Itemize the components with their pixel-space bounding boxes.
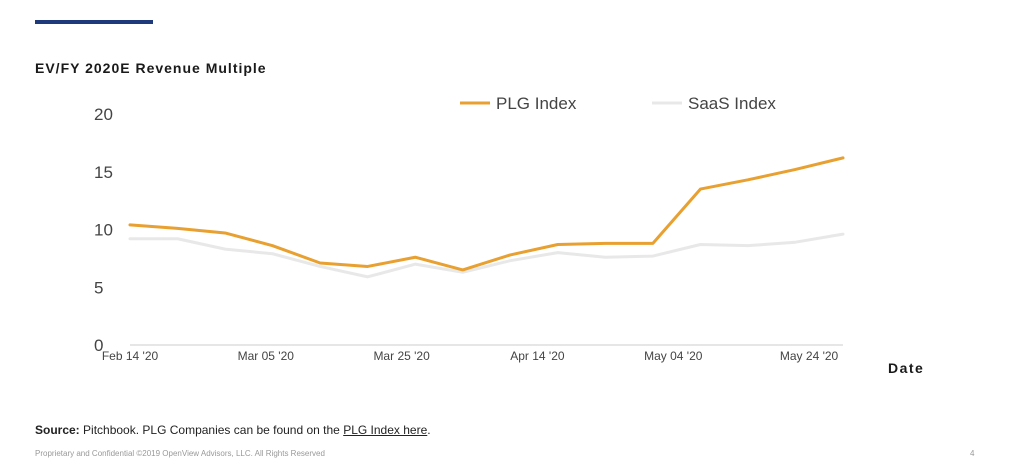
source-text: Pitchbook. PLG Companies can be found on… — [79, 423, 344, 437]
y-tick-label: 15 — [94, 163, 113, 182]
series-line-plg-index — [128, 156, 845, 272]
x-tick-label: May 04 '20 — [644, 349, 703, 363]
legend-label-saas-index: SaaS Index — [688, 94, 776, 113]
source-end: . — [427, 423, 431, 437]
y-axis-labels: 0 5 10 15 20 — [94, 105, 113, 355]
series-layer — [128, 156, 845, 279]
x-tick-label: Apr 14 '20 — [510, 349, 565, 363]
y-tick-label: 20 — [94, 105, 113, 124]
x-tick-label: Mar 05 '20 — [238, 349, 295, 363]
source-label: Source: — [35, 423, 80, 437]
x-tick-label: Feb 14 '20 — [102, 349, 159, 363]
title-accent-bar — [35, 20, 153, 24]
plg-index-link[interactable]: PLG Index here — [343, 423, 428, 437]
x-axis-labels: Feb 14 '20 Mar 05 '20 Mar 25 '20 Apr 14 '20… — [102, 349, 839, 363]
x-axis-title: Date — [888, 360, 925, 376]
source-note: Source: Pitchbook. PLG Companies can be … — [35, 423, 431, 437]
footer-copyright: Proprietary and Confidential ©2019 OpenV… — [35, 449, 325, 458]
y-tick-label: 5 — [94, 278, 103, 297]
x-tick-label: Mar 25 '20 — [373, 349, 430, 363]
series-line-saas-index — [128, 232, 845, 279]
chart-title: EV/FY 2020E Revenue Multiple — [35, 60, 267, 76]
x-tick-label: May 24 '20 — [780, 349, 839, 363]
legend-label-plg-index: PLG Index — [496, 94, 577, 113]
page-number: 4 — [970, 449, 975, 458]
y-tick-label: 10 — [94, 221, 113, 240]
legend: PLG Index SaaS Index — [460, 94, 776, 113]
y-tick-label: 0 — [94, 336, 103, 355]
